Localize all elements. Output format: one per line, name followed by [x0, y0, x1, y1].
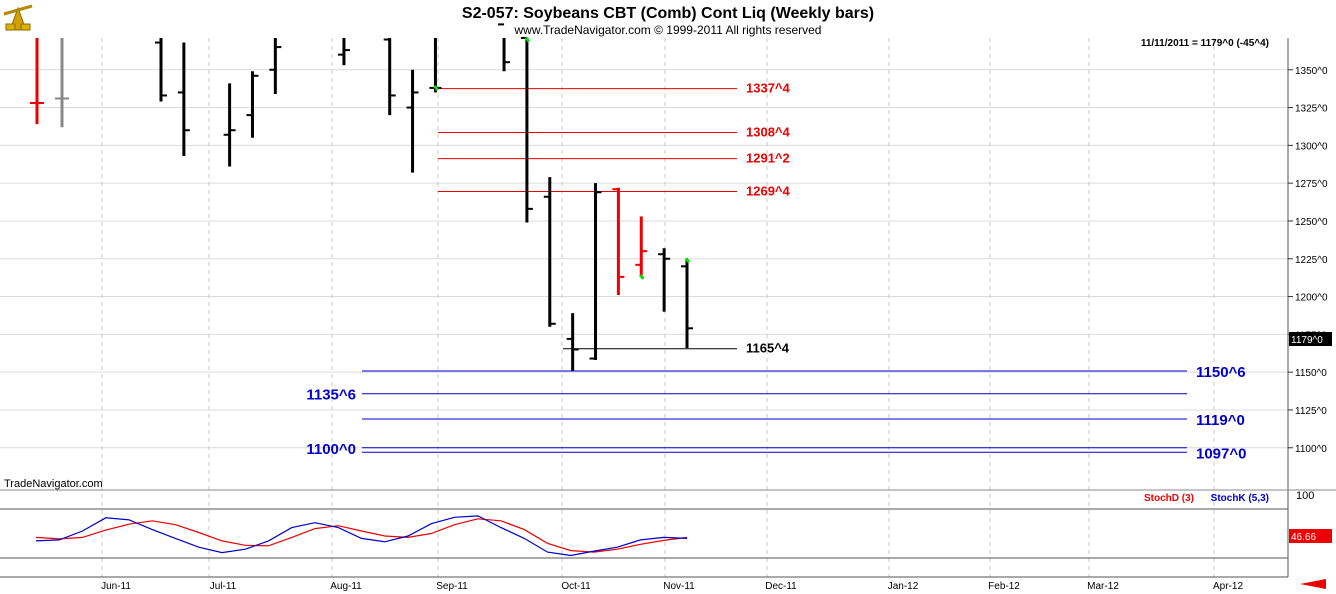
- chart-title: S2-057: Soybeans CBT (Comb) Cont Liq (We…: [462, 5, 874, 22]
- copyright-text: www.TradeNavigator.com © 1999-2011 All r…: [514, 23, 822, 37]
- level-label: 1150^6: [1196, 364, 1246, 381]
- stoch-k-line: [35, 515, 688, 557]
- stoch-value-label: 46.66: [1291, 532, 1316, 543]
- month-label: Jan-12: [888, 581, 919, 592]
- time-axis: Jun-11 Jul-11 Aug-11 Sep-11 Oct-11 Nov-11 Dec-…: [101, 581, 1243, 592]
- month-label: Mar-12: [1087, 581, 1119, 592]
- price-tick-label: 1125^0: [1295, 406, 1327, 417]
- up-tick-mark: [524, 36, 531, 43]
- up-tick-mark: [433, 84, 439, 91]
- up-tick-mark: [639, 274, 645, 280]
- stoch-d-legend: StochD (3): [1144, 493, 1194, 504]
- month-label: Dec-11: [765, 581, 797, 592]
- scroll-arrow-icon[interactable]: [1300, 579, 1326, 589]
- month-label: Nov-11: [663, 581, 695, 592]
- stoch-d-line: [35, 518, 688, 553]
- level-label: 1135^6: [306, 387, 356, 404]
- level-label: 1100^0: [306, 441, 356, 458]
- stochastic-panel: [0, 508, 1288, 559]
- ohlc-bar: [177, 42, 190, 156]
- level-label: 1119^0: [1196, 412, 1245, 429]
- ohlc-bar: [155, 38, 167, 102]
- level-label: 1165^4: [746, 341, 790, 356]
- price-tick-label: 1325^0: [1295, 104, 1328, 115]
- last-price-info: 11/11/2011 = 1179^0 (-45^4): [1141, 38, 1269, 49]
- price-tick-label: 1200^0: [1295, 293, 1328, 304]
- stoch-k-legend: StochK (5,3): [1211, 493, 1269, 504]
- price-tick-label: 1100^0: [1295, 444, 1327, 455]
- price-box: [1289, 332, 1332, 346]
- ohlc-bar: [566, 313, 579, 371]
- grid-lines: [0, 38, 1288, 577]
- ohlc-bar: [658, 248, 671, 312]
- ohlc-bar: [223, 83, 236, 167]
- up-tick-mark: [684, 257, 691, 264]
- month-label: Oct-11: [561, 581, 591, 592]
- month-label: Jul-11: [210, 581, 237, 592]
- ohlc-bar: [612, 187, 625, 296]
- stoch-value-box: [1289, 529, 1332, 543]
- price-tick-label: 1350^0: [1295, 66, 1328, 77]
- price-box-label: 1179^0: [1291, 335, 1323, 346]
- month-label: Apr-12: [1213, 581, 1243, 592]
- price-tick-label: 1300^0: [1295, 141, 1328, 152]
- stoch-top-label: 100: [1296, 490, 1314, 502]
- level-label: 1269^4: [746, 183, 791, 198]
- price-tick-label: 1250^0: [1295, 217, 1328, 228]
- ohlc-bar: [543, 177, 556, 327]
- ohlc-bar: [635, 216, 648, 277]
- month-label: Aug-11: [330, 581, 362, 592]
- month-label: Feb-12: [988, 581, 1020, 592]
- ohlc-bar: [681, 260, 693, 348]
- ohlc-bar: [383, 38, 396, 116]
- price-tick-label: 1275^0: [1295, 179, 1328, 190]
- ohlc-bar: [406, 69, 419, 173]
- ohlc-bar: [337, 38, 350, 66]
- watermark-text: TradeNavigator.com: [4, 478, 103, 490]
- ohlc-bar: [30, 38, 44, 125]
- ohlc-bar: [589, 183, 602, 361]
- price-tick-label: 1225^0: [1295, 255, 1328, 266]
- level-label: 1097^0: [1196, 445, 1246, 462]
- price-tick-label: 1150^0: [1295, 368, 1327, 379]
- month-label: Jun-11: [101, 581, 131, 592]
- month-label: Sep-11: [436, 581, 468, 592]
- ohlc-bars: [30, 23, 693, 371]
- level-label: 1337^4: [746, 81, 791, 96]
- level-label: 1291^2: [746, 151, 790, 166]
- ohlc-bar: [498, 23, 511, 72]
- ohlc-bar: [269, 38, 282, 94]
- level-lines: 1337^4 1308^4 1291^2 1269^4 1165^4 1150^6 1135…: [306, 81, 1246, 463]
- seesaw-icon[interactable]: [3, 2, 33, 34]
- ohlc-bar: [55, 38, 69, 128]
- ohlc-bar: [246, 71, 259, 138]
- level-label: 1308^4: [746, 125, 791, 140]
